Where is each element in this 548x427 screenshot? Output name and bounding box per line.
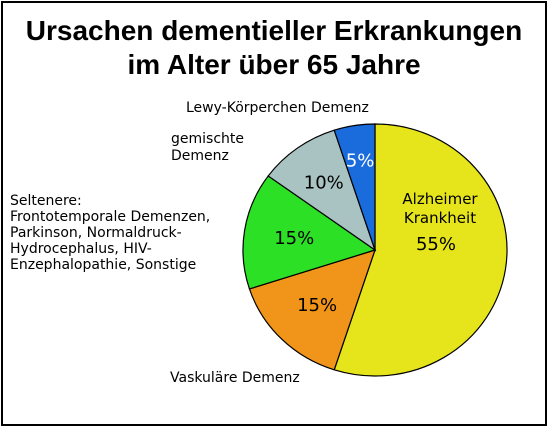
label-lewy: Lewy-Körperchen Demenz <box>186 100 369 117</box>
slice-vaskulaere <box>248 249 376 371</box>
label-gemischte-line-1: gemischte <box>171 131 244 147</box>
value-label-seltenere: 15% <box>274 228 314 249</box>
label-seltenere-line-3: Parkinson, Normaldruck- <box>10 225 182 241</box>
value-label-lewy: 5% <box>346 150 375 171</box>
label-vaskulaere-line-1: Vaskuläre Demenz <box>170 370 300 386</box>
label-gemischte-line-2: Demenz <box>171 148 229 164</box>
chart-title: Ursachen dementieller Erkrankungen im Al… <box>0 14 548 82</box>
label-seltenere: Seltenere: Frontotemporale Demenzen, Par… <box>10 193 210 273</box>
value-label-alzheimer: 55% <box>416 234 456 255</box>
label-alzheimer-line-2: Krankheit <box>403 209 477 227</box>
label-alzheimer: Alzheimer Krankheit <box>395 190 485 228</box>
chart-title-line-2: im Alter über 65 Jahre <box>127 49 421 80</box>
value-label-gemischte: 10% <box>304 173 344 194</box>
slice-seltenere <box>242 175 377 290</box>
chart-title-line-1: Ursachen dementieller Erkrankungen <box>25 15 523 46</box>
label-gemischte: gemischte Demenz <box>171 131 244 165</box>
value-label-vaskulaere: 15% <box>297 295 337 316</box>
label-vaskulaere: Vaskuläre Demenz <box>170 370 300 387</box>
label-lewy-line-1: Lewy-Körperchen Demenz <box>186 100 369 116</box>
label-seltenere-line-5: Enzephalopathie, Sonstige <box>10 257 197 273</box>
slice-lewy <box>333 123 376 251</box>
label-seltenere-line-4: Hydrocephalus, HIV- <box>10 241 152 257</box>
label-seltenere-line-1: Seltenere: <box>10 193 82 209</box>
label-alzheimer-line-1: Alzheimer <box>402 190 478 208</box>
slice-alzheimer <box>333 123 508 377</box>
slice-gemischte <box>267 129 377 252</box>
label-seltenere-line-2: Frontotemporale Demenzen, <box>10 209 211 225</box>
